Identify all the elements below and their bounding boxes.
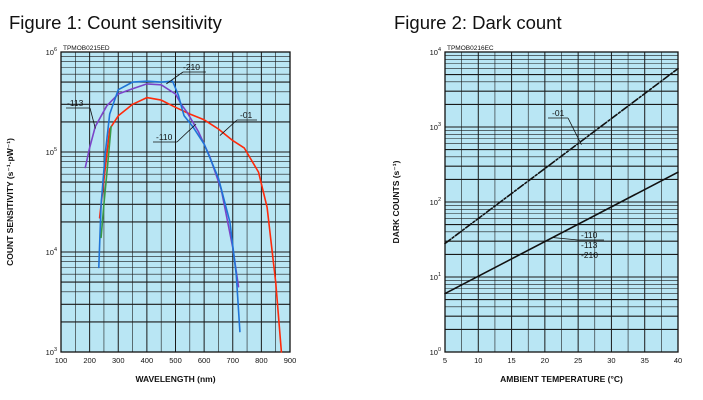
annotation-label: -01 [240,110,253,120]
annotation-leader [89,107,96,129]
y-tick-label: 104 [430,47,441,57]
figure-2: Figure 2: Dark count TPMOB0216EC 5 10 15 20 2… [352,0,703,400]
figure-1: Figure 1: Count sensitivity TPMOB0215ED 1… [5,12,297,384]
annotation-leader [552,237,579,241]
x-tick-label: 900 [284,356,297,365]
x-tick-label: 200 [83,356,96,365]
plot-frame [60,51,291,353]
x-tick-label: 400 [141,356,154,365]
x-tick-label: 100 [55,356,68,365]
annotation-label: -110 [581,230,598,240]
x-tick-label: 500 [169,356,182,365]
figure-2-title-prefix: Figure 2 [394,12,462,33]
annotation-leader [176,123,197,143]
y-axis-title: COUNT SENSITIVITY (s⁻¹·pW⁻¹) [5,138,15,266]
series-line-0 [98,96,283,353]
series-line-0 [444,67,679,245]
y-axis-title: DARK COUNTS (s⁻¹) [391,160,401,243]
figure-1-title-prefix: Figure 1 [9,12,77,33]
dark-count-chart: TPMOB0216EC 5 10 15 20 25 30 35 40 100 101 102 103 10… [391,45,682,384]
x-tick-label: 10 [474,356,482,365]
annotation-leader [567,117,582,145]
annotation-leader [219,119,238,136]
x-tick-label: 700 [226,356,239,365]
x-tick-label: 300 [112,356,125,365]
annotation-label: -210 [183,62,200,72]
figure-1-title-text: : Count sensitivity [76,12,222,33]
x-tick-label: 25 [574,356,582,365]
annotation-label: -210 [581,250,598,260]
annotation-leader [166,71,184,85]
series-line-3 [100,125,112,239]
series-line-1 [444,171,679,295]
y-tick-label: 106 [46,47,57,57]
figure-2-title: Figure 2: Dark count [394,12,562,34]
x-tick-label: 600 [198,356,211,365]
x-tick-label: 35 [641,356,649,365]
chart-code-label: TPMOB0216EC [447,45,494,52]
annotation-label: -01 [552,108,565,118]
x-axis-title: AMBIENT TEMPERATURE (°C) [500,374,623,384]
x-tick-label: 30 [607,356,615,365]
x-tick-label: 40 [674,356,682,365]
y-tick-label: 103 [430,122,441,132]
y-tick-label: 101 [430,272,441,282]
y-tick-label: 105 [46,147,57,157]
figure-1-title: Figure 1: Count sensitivity [9,12,222,34]
y-tick-label: 104 [46,247,57,257]
plot-frame [444,51,679,353]
chart-code-label: TPMOB0215ED [63,45,110,52]
x-tick-label: 800 [255,356,268,365]
series-line-2 [98,80,241,333]
y-tick-label: 102 [430,197,441,207]
annotation-label: -110 [156,132,173,142]
annotation-label: -113 [67,98,84,108]
x-axis-title: WAVELENGTH (nm) [135,374,215,384]
y-tick-label: 100 [430,347,441,357]
x-tick-label: 15 [507,356,515,365]
count-sensitivity-chart: TPMOB0215ED 100 200 300 400 500 600 700 800 900 10… [5,45,297,384]
x-tick-label: 5 [443,356,447,365]
x-tick-label: 20 [541,356,549,365]
y-tick-label: 103 [46,347,57,357]
annotation-label: -113 [581,240,598,250]
figure-2-title-text: : Dark count [461,12,562,33]
